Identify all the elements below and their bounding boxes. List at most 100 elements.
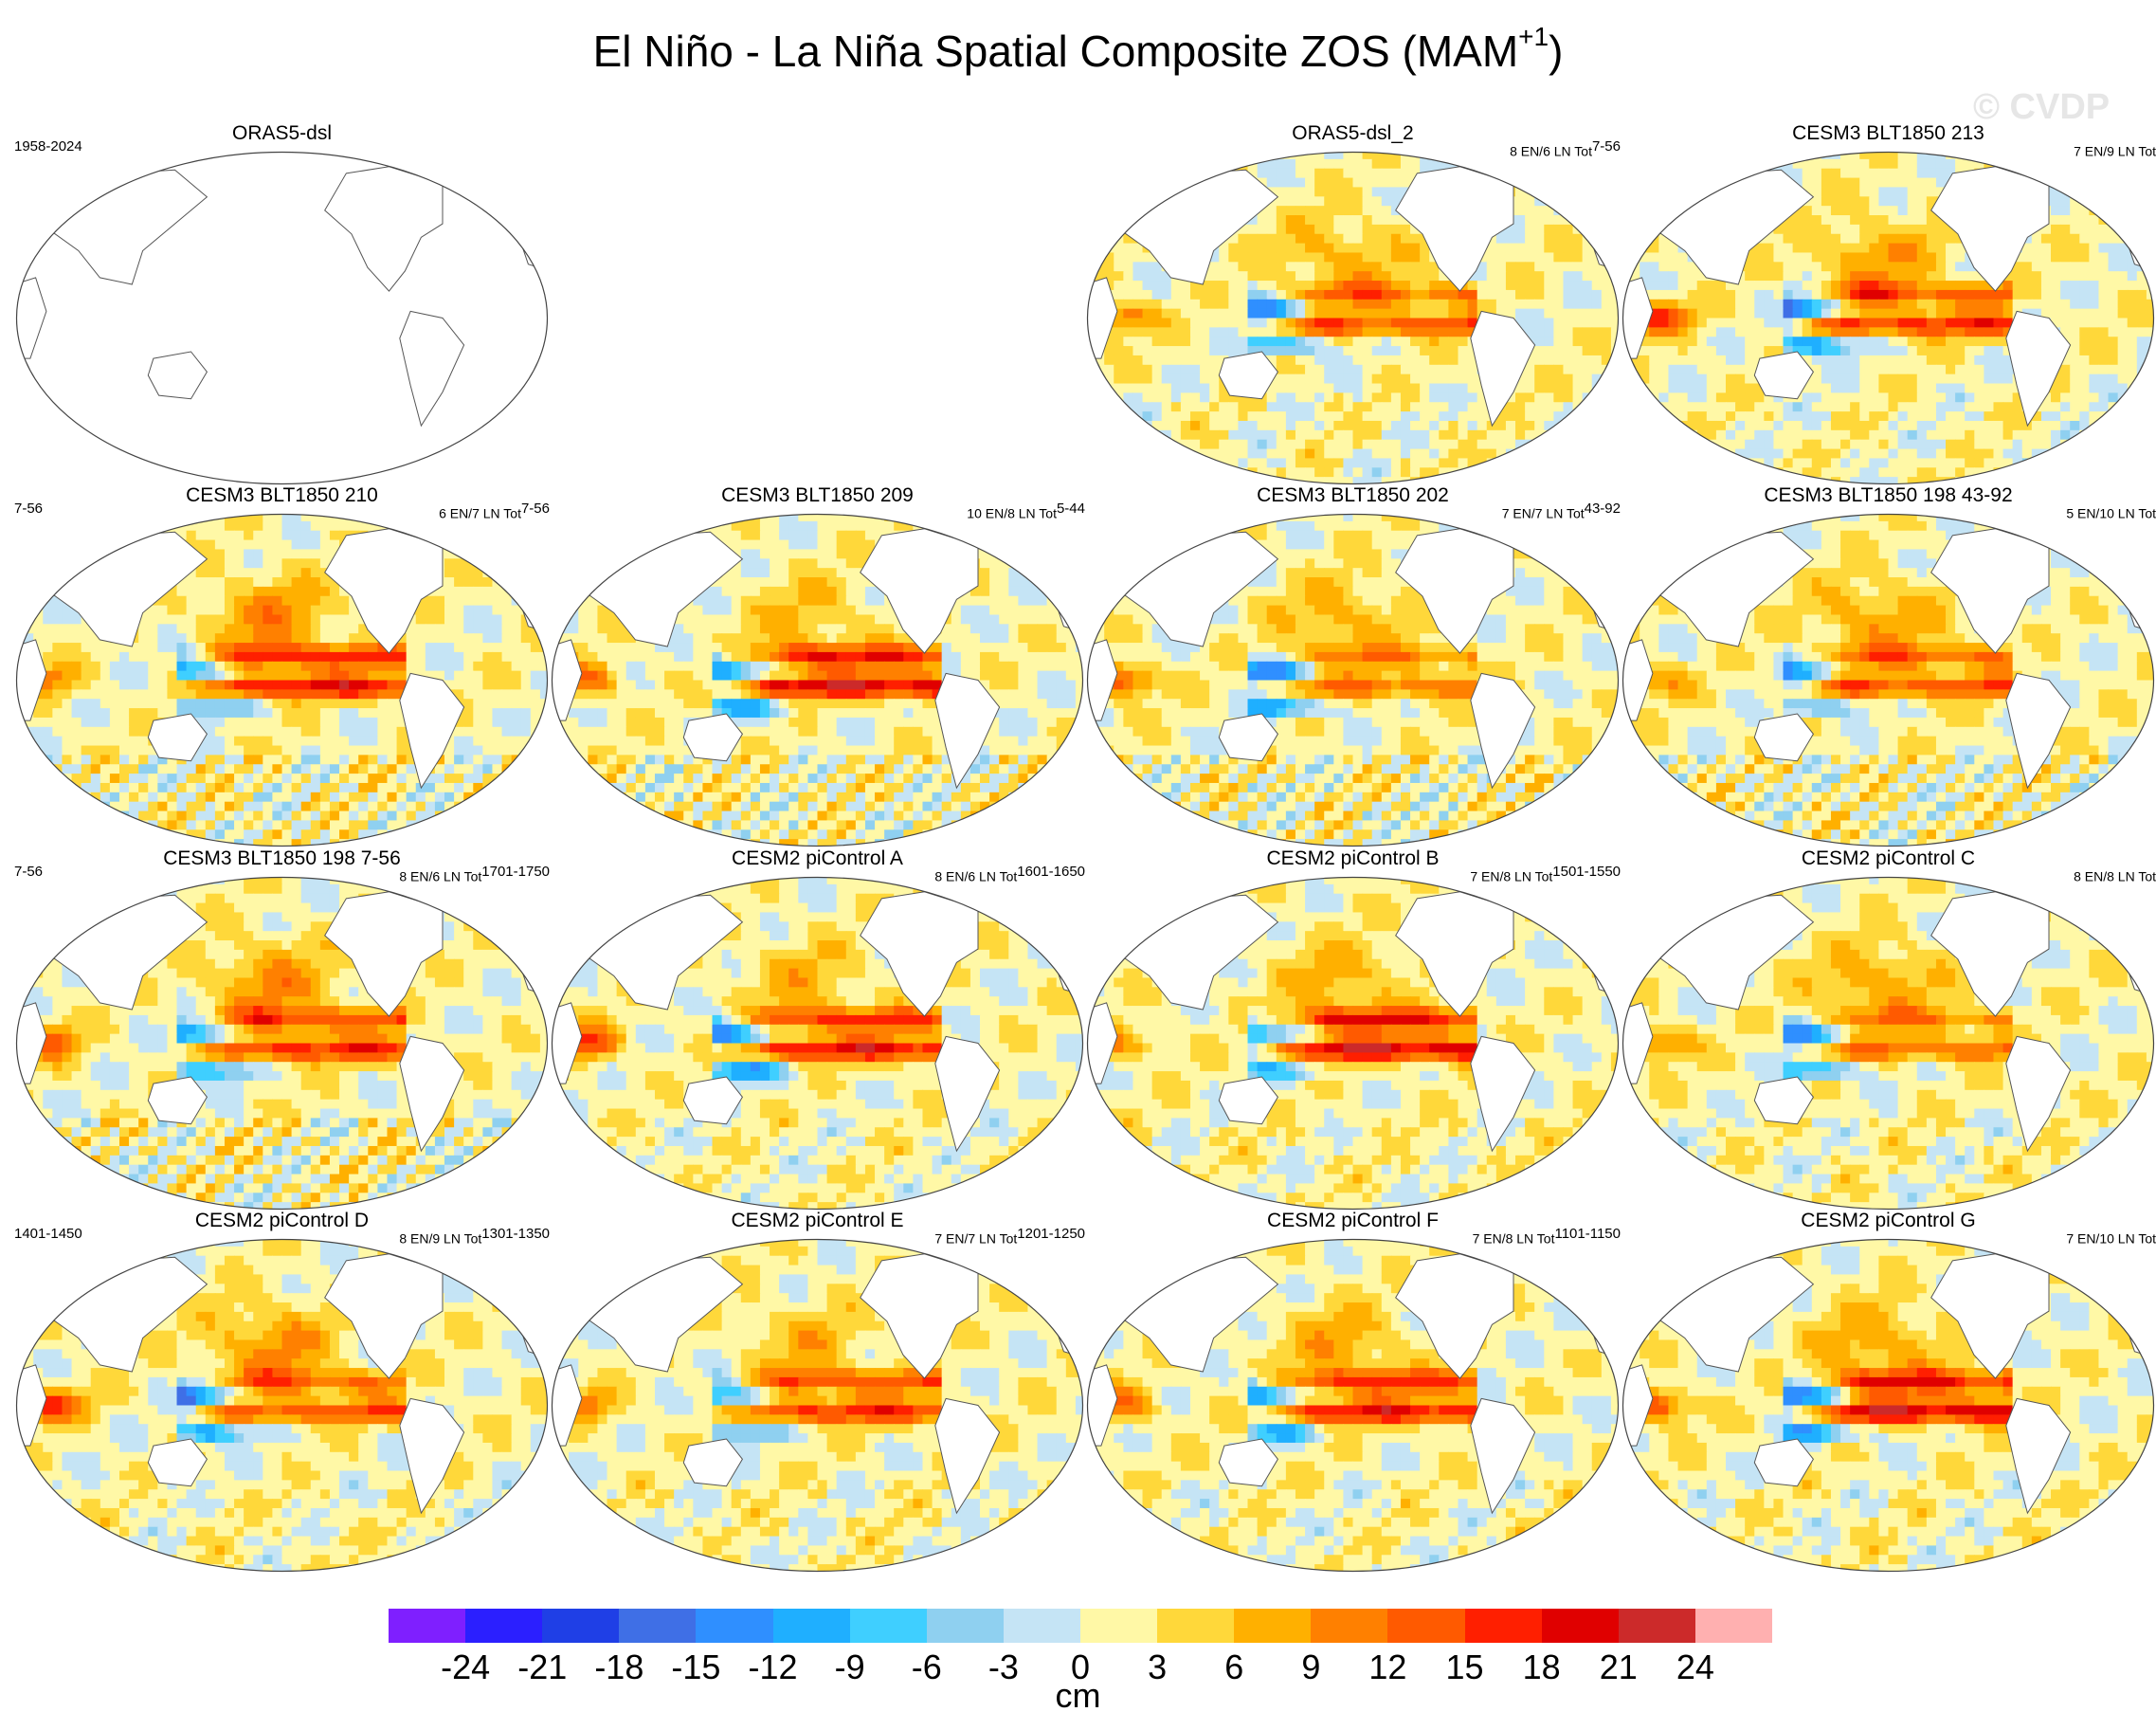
map-plot <box>1622 876 2155 1211</box>
colorbar-tick-label: 6 <box>1191 1648 1277 1687</box>
colorbar-tick-label: 21 <box>1576 1648 1661 1687</box>
panel-event-count: 7 EN/9 LN Tot <box>2074 138 2156 159</box>
colorbar-swatch <box>1618 1609 1696 1643</box>
panel-title: CESM3 BLT1850 210 <box>14 483 550 508</box>
land-mass <box>1470 310 1536 428</box>
panel-title: ORAS5-dsl_2 <box>1085 121 1621 146</box>
land-mass <box>1753 351 1815 400</box>
map-plot <box>551 513 1084 847</box>
panel-title: CESM3 BLT1850 198 43-92 <box>1621 483 2156 508</box>
colorbar-swatch <box>465 1609 543 1643</box>
panel-period-label: 7-56 <box>14 501 43 517</box>
map-panel: CESM3 BLT1850 202 7 EN/7 LN Tot43-92 <box>1085 483 1621 848</box>
map-outline <box>1622 151 2155 485</box>
colorbar-units-label: cm <box>0 1676 2156 1716</box>
map-plot <box>1086 1238 1620 1573</box>
land-mass <box>1218 1438 1279 1487</box>
land-mass <box>147 713 208 762</box>
land-mass <box>1218 1076 1279 1125</box>
map-panel: CESM2 piControl D 1401-1450 8 EN/9 LN Tot1… <box>14 1209 550 1574</box>
land-mass <box>147 1438 208 1487</box>
land-mass <box>16 1364 47 1447</box>
land-mass <box>552 639 583 721</box>
land-mass <box>1622 639 1654 721</box>
land-mass <box>1622 1002 1654 1084</box>
land-mass <box>147 1076 208 1125</box>
colorbar-swatch <box>1464 1609 1543 1643</box>
map-outline <box>15 513 549 847</box>
map-outline <box>1622 876 2155 1211</box>
land-mass <box>147 351 208 400</box>
map-panel: CESM3 BLT1850 198 7-56 7-56 8 EN/6 LN Tot1… <box>14 847 550 1211</box>
map-plot <box>1086 151 1620 485</box>
land-mass <box>1087 1364 1118 1447</box>
land-mass <box>682 1076 744 1125</box>
colorbar-tick-label: 3 <box>1114 1648 1200 1687</box>
map-plot <box>551 876 1084 1211</box>
panel-event-count: 8 EN/8 LN Tot <box>2074 864 2156 884</box>
map-panel: ORAS5-dsl 1958-2024 <box>14 121 550 486</box>
panel-title: CESM3 BLT1850 198 7-56 <box>14 847 550 871</box>
colorbar-swatch <box>1694 1609 1773 1643</box>
colorbar-tick-label: -15 <box>653 1648 738 1687</box>
land-mass <box>399 310 465 428</box>
land-mass <box>1622 277 1654 359</box>
map-plot <box>15 1238 549 1573</box>
land-mass <box>16 639 47 721</box>
map-outline <box>1086 513 1620 847</box>
map-plot <box>1622 513 2155 847</box>
land-mass <box>1753 713 1815 762</box>
colorbar-tick-label: 24 <box>1653 1648 1738 1687</box>
panel-title: ORAS5-dsl <box>14 121 550 146</box>
panel-event-count: 7 EN/7 LN Tot43-92 <box>1502 501 1621 521</box>
map-outline <box>1086 1238 1620 1573</box>
map-outline <box>551 513 1084 847</box>
land-mass <box>1753 1076 1815 1125</box>
map-plot <box>15 876 549 1211</box>
colorbar-swatch <box>1003 1609 1081 1643</box>
colorbar-swatch <box>542 1609 620 1643</box>
map-outline <box>15 151 549 485</box>
map-panel: ORAS5-dsl_2 8 EN/6 LN Tot7-56 <box>1085 121 1621 486</box>
panel-period-label: 1958-2024 <box>14 138 82 155</box>
colorbar-tick-label: -3 <box>961 1648 1046 1687</box>
colorbar-ticks: -24 -21 -18 -15 -12 -9 -6 -3 0 3 6 9 12 15 18 21 24 <box>0 1648 2156 1687</box>
land-mass <box>1753 1438 1815 1487</box>
panel-event-count: 8 EN/6 LN Tot1701-1750 <box>399 864 550 884</box>
land-mass <box>1087 1002 1118 1084</box>
map-outline <box>1086 876 1620 1211</box>
colorbar-swatch <box>772 1609 851 1643</box>
map-plot <box>15 151 549 485</box>
panel-period-label: 1401-1450 <box>14 1226 82 1242</box>
land-mass <box>1470 1397 1536 1515</box>
colorbar-swatch <box>926 1609 1005 1643</box>
panel-title: CESM2 piControl A <box>550 847 1085 871</box>
land-mass <box>934 672 1001 790</box>
colorbar-swatch <box>1541 1609 1620 1643</box>
map-outline <box>551 876 1084 1211</box>
land-mass <box>2005 672 2072 790</box>
map-outline <box>1086 151 1620 485</box>
panel-title: CESM2 piControl B <box>1085 847 1621 871</box>
figure-title: El Niño - La Niña Spatial Composite ZOS … <box>0 24 2156 78</box>
colorbar-swatch <box>389 1609 466 1643</box>
panel-event-count: 5 EN/10 LN Tot <box>2066 501 2156 521</box>
map-outline <box>15 1238 549 1573</box>
map-plot <box>1622 151 2155 485</box>
colorbar-tick-label: -24 <box>423 1648 508 1687</box>
colorbar-tick-label: 0 <box>1038 1648 1123 1687</box>
colorbar-swatch <box>1234 1609 1312 1643</box>
colorbar-tick-label: 9 <box>1268 1648 1353 1687</box>
land-mass <box>1087 277 1118 359</box>
panel-event-count: 7 EN/8 LN Tot1101-1150 <box>1473 1226 1621 1247</box>
colorbar-tick-label: 15 <box>1422 1648 1508 1687</box>
map-panel: CESM3 BLT1850 209 10 EN/8 LN Tot5-44 <box>550 483 1085 848</box>
map-outline <box>1622 513 2155 847</box>
map-panel: CESM3 BLT1850 198 43-92 5 EN/10 LN Tot <box>1621 483 2156 848</box>
panel-event-count: 7 EN/8 LN Tot1501-1550 <box>1470 864 1621 884</box>
land-mass <box>552 1002 583 1084</box>
colorbar-swatch <box>1157 1609 1235 1643</box>
